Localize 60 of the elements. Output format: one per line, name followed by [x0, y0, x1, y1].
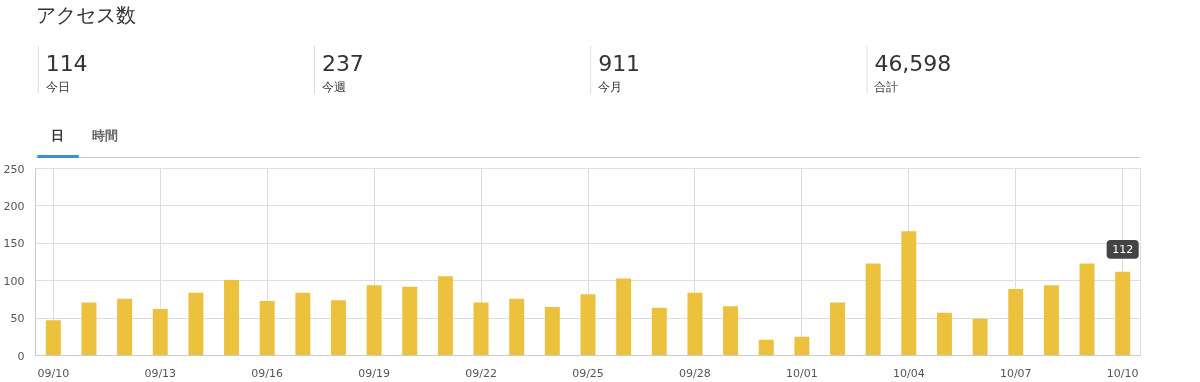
y-tick-label: 100 [3, 274, 25, 288]
bar [830, 302, 845, 356]
bar [402, 286, 418, 356]
bar [259, 300, 275, 356]
bar [295, 292, 311, 356]
y-tick-label: 0 [17, 349, 25, 363]
x-tick-label: 09/10 [37, 366, 70, 380]
text: アクセス数 [35, 2, 136, 27]
text: 日 [51, 128, 65, 143]
bar [473, 302, 489, 356]
bar [117, 298, 133, 356]
bar [616, 278, 632, 356]
category-label: 今週 [321, 79, 346, 94]
y-tick-label: 200 [3, 199, 25, 213]
bar [972, 318, 988, 356]
category-label: 合計 [874, 79, 899, 94]
bar [723, 306, 739, 356]
x-tick-label: 10/01 [786, 366, 818, 380]
data-label: 46,598 [874, 50, 952, 76]
bar [865, 263, 881, 356]
y-tick-label: 50 [10, 312, 25, 326]
y-tick-label: 150 [3, 237, 25, 251]
bar [45, 320, 61, 356]
x-tick-label: 10/07 [999, 366, 1032, 380]
x-tick-label: 09/13 [144, 366, 177, 380]
text: 時間 [92, 128, 119, 143]
x-tick-label: 09/16 [251, 366, 284, 380]
bar [794, 336, 810, 356]
bar [1043, 285, 1059, 356]
bar [758, 339, 774, 356]
x-tick-label: 10/10 [1106, 366, 1139, 380]
bar [81, 302, 97, 356]
data-label: 911 [598, 50, 641, 76]
bar [1008, 288, 1024, 356]
bar [1079, 263, 1095, 356]
x-tick-label: 09/19 [358, 366, 390, 380]
x-tick-label: 09/25 [572, 366, 604, 380]
x-tick-label: 09/28 [679, 366, 711, 380]
bar [224, 279, 240, 356]
x-tick-label: 10/04 [892, 366, 925, 380]
bar [901, 231, 917, 356]
bar [188, 292, 204, 356]
bar [366, 285, 382, 356]
bar [509, 298, 525, 356]
annotation: 112 [1112, 243, 1134, 257]
data-label: 237 [321, 50, 364, 76]
category-label: 今月 [598, 79, 623, 94]
bar [437, 276, 453, 356]
bar [331, 300, 346, 356]
bar [580, 294, 596, 356]
bar [687, 292, 703, 356]
bar [152, 309, 168, 356]
x-tick-label: 09/22 [465, 366, 497, 380]
bar [936, 312, 952, 356]
bar [544, 306, 560, 356]
bar [651, 307, 667, 356]
bar [1115, 271, 1131, 356]
y-tick-label: 250 [3, 162, 25, 176]
data-label: 114 [45, 50, 88, 76]
category-label: 今日 [45, 79, 70, 94]
